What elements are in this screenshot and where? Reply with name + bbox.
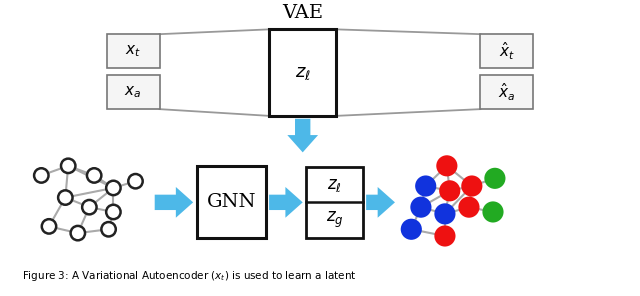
Text: $\hat{x}_a$: $\hat{x}_a$ xyxy=(498,81,516,103)
Bar xyxy=(481,75,533,109)
Bar xyxy=(197,166,266,238)
Text: $x_t$: $x_t$ xyxy=(125,43,141,59)
Circle shape xyxy=(483,201,504,223)
Circle shape xyxy=(435,203,456,224)
Circle shape xyxy=(34,168,49,183)
Polygon shape xyxy=(366,187,395,218)
Circle shape xyxy=(101,222,116,237)
Circle shape xyxy=(42,219,56,234)
Circle shape xyxy=(106,181,120,195)
Circle shape xyxy=(435,226,456,247)
Circle shape xyxy=(70,226,85,240)
Circle shape xyxy=(58,190,72,205)
Circle shape xyxy=(436,155,458,176)
Polygon shape xyxy=(269,187,303,218)
Text: Figure 3: A Variational Autoencoder $(x_t)$ is used to learn a latent: Figure 3: A Variational Autoencoder $(x_… xyxy=(22,269,356,283)
Bar xyxy=(269,29,337,116)
Circle shape xyxy=(458,197,479,218)
Bar xyxy=(305,167,364,238)
Circle shape xyxy=(82,200,97,214)
Circle shape xyxy=(401,219,422,240)
Text: $z_g$: $z_g$ xyxy=(326,210,343,230)
Bar xyxy=(107,34,159,68)
Polygon shape xyxy=(155,187,193,218)
Circle shape xyxy=(484,168,506,189)
Circle shape xyxy=(415,176,436,197)
Circle shape xyxy=(410,197,431,218)
Circle shape xyxy=(439,180,460,201)
Circle shape xyxy=(128,174,143,189)
Circle shape xyxy=(61,159,76,173)
Polygon shape xyxy=(287,119,318,152)
Bar xyxy=(107,75,159,109)
Text: $z_\ell$: $z_\ell$ xyxy=(294,64,310,82)
Text: $\hat{x}_t$: $\hat{x}_t$ xyxy=(499,40,515,62)
Circle shape xyxy=(461,176,483,197)
Text: $x_a$: $x_a$ xyxy=(124,84,141,100)
Bar xyxy=(481,34,533,68)
Circle shape xyxy=(106,205,120,219)
Text: VAE: VAE xyxy=(282,4,323,22)
Text: GNN: GNN xyxy=(207,193,257,211)
Circle shape xyxy=(87,168,101,183)
Text: $z_\ell$: $z_\ell$ xyxy=(327,176,342,194)
